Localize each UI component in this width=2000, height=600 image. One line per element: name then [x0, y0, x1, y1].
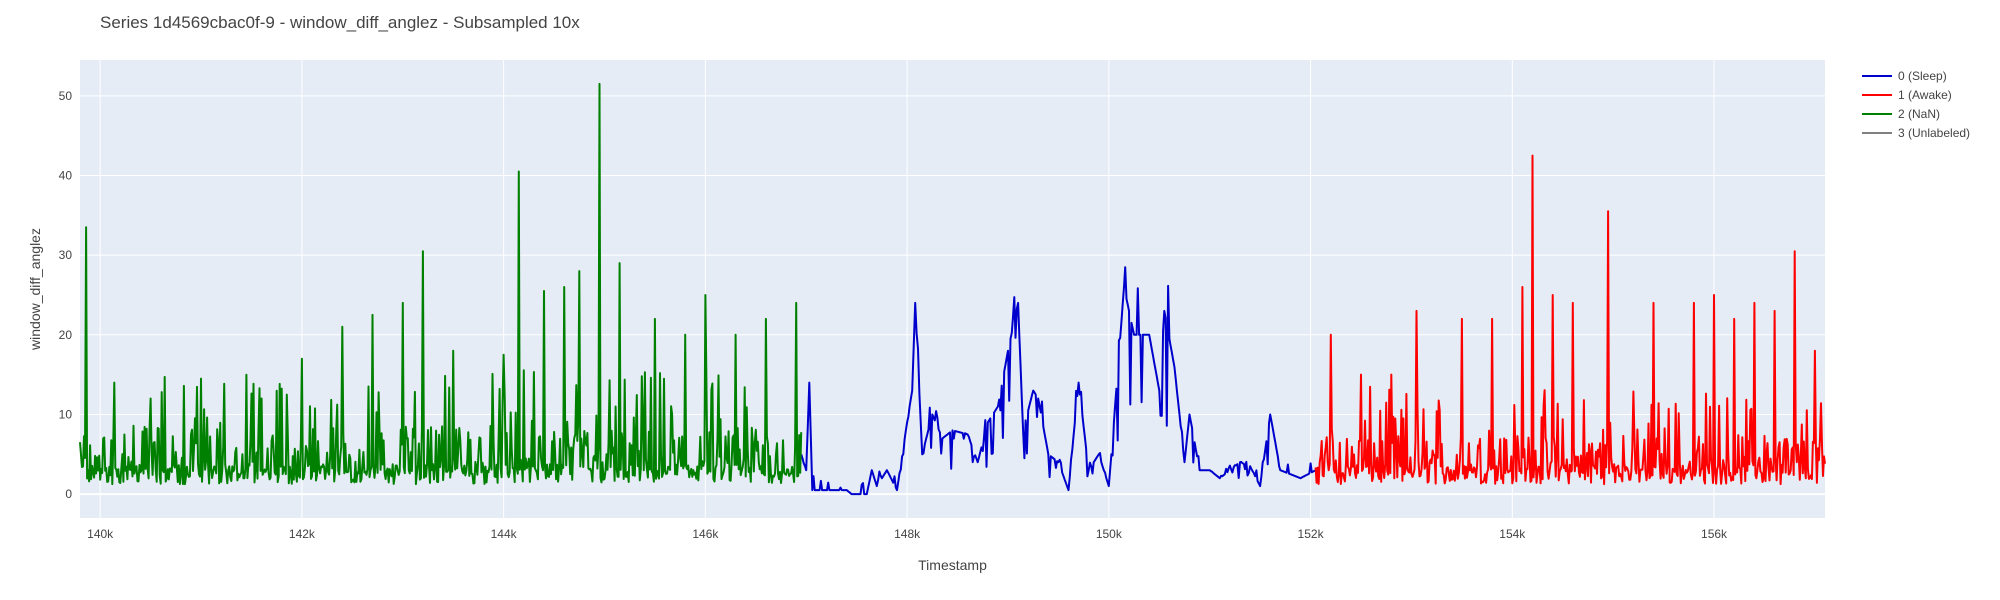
x-tick-label: 156k: [1701, 527, 1728, 541]
legend-swatch: [1862, 131, 1892, 134]
legend-item[interactable]: 2 (NaN): [1862, 104, 1970, 123]
legend-label: 1 (Awake): [1898, 87, 1952, 102]
legend-item[interactable]: 3 (Unlabeled): [1862, 123, 1970, 142]
legend-label: 2 (NaN): [1898, 106, 1941, 121]
series-line-0[interactable]: [800, 266, 1317, 496]
x-tick-label: 140k: [87, 527, 114, 541]
legend-label: 0 (Sleep): [1898, 68, 1947, 83]
y-tick-label: 10: [59, 407, 73, 421]
legend-swatch: [1862, 112, 1892, 115]
legend: 0 (Sleep) 1 (Awake) 2 (NaN) 3 (Unlabeled): [1862, 66, 1970, 142]
series-line-1[interactable]: [1314, 154, 1826, 486]
x-tick-label: 142k: [289, 527, 316, 541]
legend-swatch: [1862, 93, 1892, 96]
x-tick-label: 144k: [491, 527, 518, 541]
x-tick-label: 148k: [894, 527, 921, 541]
y-tick-label: 20: [59, 328, 73, 342]
legend-swatch: [1862, 74, 1892, 77]
y-axis-title: window_diff_anglez: [27, 228, 43, 351]
x-tick-label: 154k: [1499, 527, 1526, 541]
legend-label: 3 (Unlabeled): [1898, 125, 1971, 140]
y-tick-label: 50: [59, 89, 73, 103]
x-tick-label: 152k: [1298, 527, 1325, 541]
series-line-2[interactable]: [79, 82, 803, 486]
legend-item[interactable]: 0 (Sleep): [1862, 66, 1970, 85]
y-tick-label: 0: [65, 487, 72, 501]
x-tick-label: 146k: [692, 527, 719, 541]
chart-title: Series 1d4569cbac0f-9 - window_diff_angl…: [100, 13, 580, 32]
x-tick-label: 150k: [1096, 527, 1123, 541]
y-tick-label: 30: [59, 248, 73, 262]
y-tick-label: 40: [59, 168, 73, 182]
x-axis-title: Timestamp: [918, 557, 987, 573]
legend-item[interactable]: 1 (Awake): [1862, 85, 1970, 104]
